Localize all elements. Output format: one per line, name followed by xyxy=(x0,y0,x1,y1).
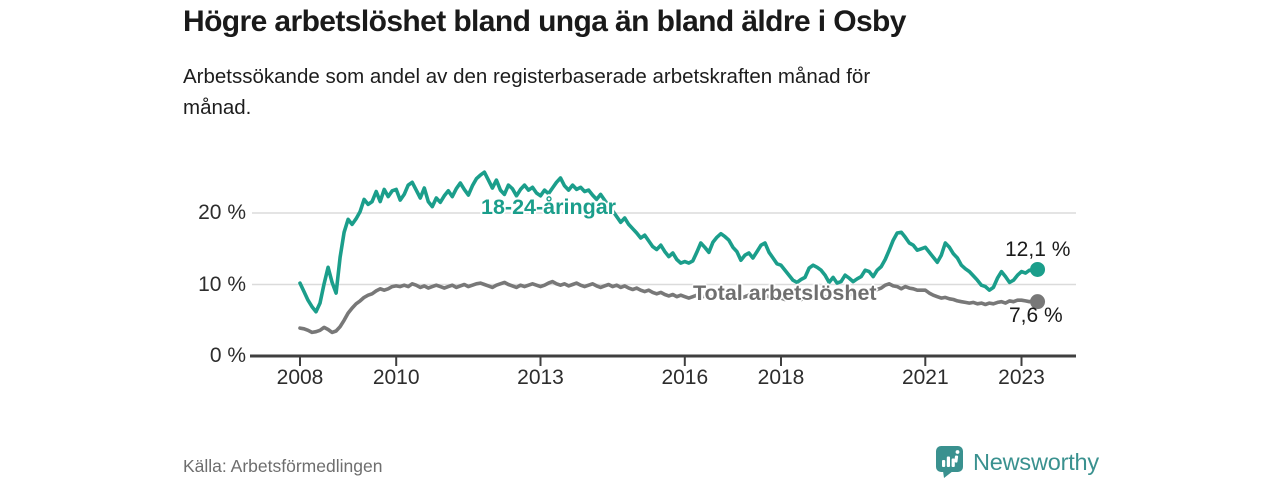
x-axis-label-2008: 2008 xyxy=(276,366,324,389)
chart-subtitle-line2: månad. xyxy=(183,96,252,119)
page-title: Högre arbetslöshet bland unga än bland ä… xyxy=(183,5,906,38)
chart-subtitle-line1: Arbetssökande som andel av den registerb… xyxy=(183,65,871,88)
x-axis-label-2016: 2016 xyxy=(661,366,709,389)
newsworthy-logo: Newsworthy xyxy=(936,446,1099,478)
x-axis-label-2010: 2010 xyxy=(372,366,420,389)
x-axis-label-2013: 2013 xyxy=(517,366,564,389)
y-axis-label-0: 0 % xyxy=(209,344,246,367)
end-value-youth: 12,1 % xyxy=(1005,238,1071,261)
x-axis-label-2021: 2021 xyxy=(901,366,949,389)
series-label-youth: 18-24-åringar xyxy=(481,195,617,219)
y-axis-label-20: 20 % xyxy=(198,201,246,224)
x-axis-label-2018: 2018 xyxy=(757,366,805,389)
newsworthy-logo-icon xyxy=(936,446,963,478)
end-value-total: 7,6 % xyxy=(1009,304,1063,327)
source-note: Källa: Arbetsförmedlingen xyxy=(183,456,383,476)
x-axis-label-2023: 2023 xyxy=(998,366,1045,389)
series-label-total: Total arbetslöshet xyxy=(693,281,877,305)
chart-subtitle: Arbetssökande som andel av den registerb… xyxy=(183,61,870,123)
y-axis-label-10: 10 % xyxy=(198,272,246,296)
newsworthy-wordmark: Newsworthy xyxy=(973,448,1099,475)
